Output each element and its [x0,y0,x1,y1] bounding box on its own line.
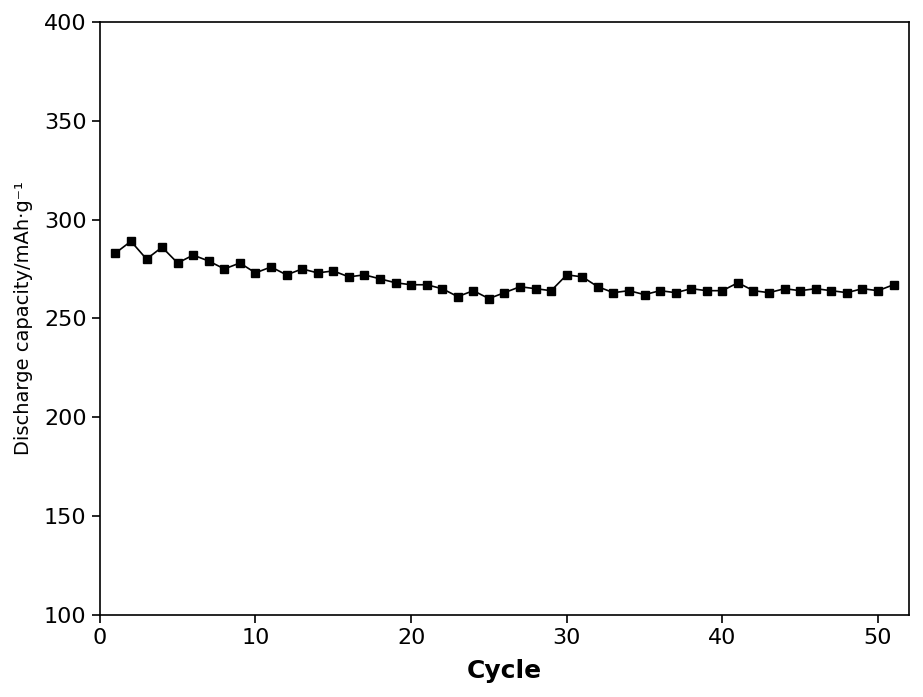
X-axis label: Cycle: Cycle [467,659,542,683]
Y-axis label: Discharge capacity/mAh·g⁻¹: Discharge capacity/mAh·g⁻¹ [14,181,33,455]
